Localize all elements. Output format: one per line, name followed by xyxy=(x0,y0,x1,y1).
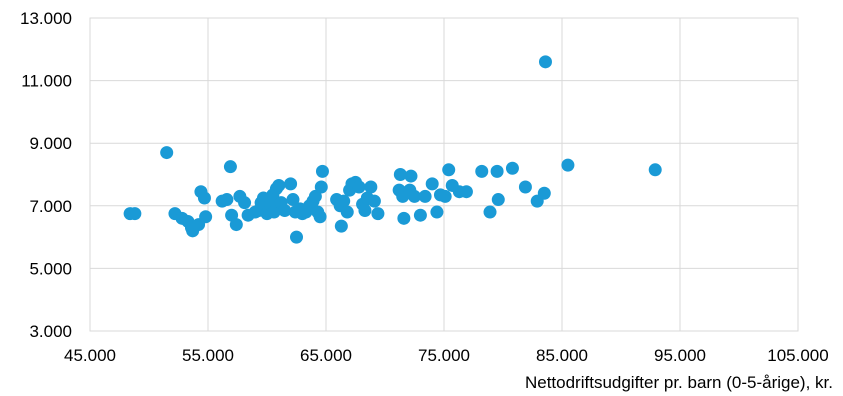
x-axis-title: Nettodriftsudgifter pr. barn (0-5-årige)… xyxy=(525,373,833,392)
grid-lines xyxy=(89,17,799,332)
data-point xyxy=(490,164,504,178)
data-point xyxy=(418,189,432,203)
data-point xyxy=(286,193,300,207)
data-points xyxy=(123,55,662,244)
data-point xyxy=(442,163,456,177)
x-tick-label: 45.000 xyxy=(64,346,116,365)
data-point xyxy=(561,158,575,172)
y-tick-label: 11.000 xyxy=(21,72,72,91)
data-point xyxy=(199,210,213,224)
y-tick-label: 5.000 xyxy=(29,259,72,278)
data-point xyxy=(334,219,348,233)
data-point xyxy=(648,163,662,177)
data-point xyxy=(238,196,252,210)
y-tick-label: 3.000 xyxy=(29,322,72,341)
x-tick-label: 85.000 xyxy=(536,346,588,365)
data-point xyxy=(425,177,439,191)
x-tick-label: 55.000 xyxy=(182,346,234,365)
x-tick-label: 75.000 xyxy=(418,346,470,365)
data-point xyxy=(315,164,329,178)
data-point xyxy=(537,186,551,200)
data-point xyxy=(459,185,473,199)
data-point xyxy=(430,205,444,219)
x-tick-label: 95.000 xyxy=(654,346,706,365)
data-point xyxy=(491,193,505,207)
data-point xyxy=(404,169,418,183)
data-point xyxy=(397,211,411,225)
data-point xyxy=(337,194,351,208)
data-point xyxy=(393,168,407,181)
data-point xyxy=(475,164,489,178)
data-point xyxy=(128,207,142,221)
data-point xyxy=(518,180,532,194)
data-point xyxy=(413,208,427,222)
data-point xyxy=(314,180,328,194)
data-point xyxy=(160,146,174,160)
data-point xyxy=(267,205,281,219)
y-tick-label: 13.000 xyxy=(20,9,72,28)
data-point xyxy=(438,189,452,203)
data-point xyxy=(313,210,327,224)
y-tick-label: 9.000 xyxy=(29,134,72,153)
data-point xyxy=(278,203,292,217)
data-point xyxy=(364,180,378,194)
x-tick-label: 105.000 xyxy=(767,346,828,365)
data-point xyxy=(220,193,234,207)
data-point xyxy=(223,160,237,174)
data-point xyxy=(272,178,286,192)
plot-area-border xyxy=(89,17,799,332)
data-point xyxy=(483,205,497,219)
data-point xyxy=(290,230,303,244)
data-point xyxy=(505,161,519,175)
data-point xyxy=(340,205,354,219)
x-axis-tick-labels: 45.000 55.000 65.000 75.000 85.000 95.000 105.… xyxy=(64,346,829,365)
y-axis-tick-labels: 3.000 5.000 7.000 9.000 11.000 13.000 xyxy=(20,9,72,341)
data-point xyxy=(284,177,298,191)
data-point xyxy=(371,207,385,221)
data-point xyxy=(538,55,552,69)
data-point xyxy=(229,218,243,232)
data-point xyxy=(408,189,421,203)
x-tick-label: 65.000 xyxy=(300,346,352,365)
data-point xyxy=(367,194,381,208)
data-point xyxy=(358,203,372,217)
data-point xyxy=(352,180,366,194)
y-tick-label: 7.000 xyxy=(29,197,72,216)
data-point xyxy=(197,191,211,205)
data-point xyxy=(308,189,322,203)
